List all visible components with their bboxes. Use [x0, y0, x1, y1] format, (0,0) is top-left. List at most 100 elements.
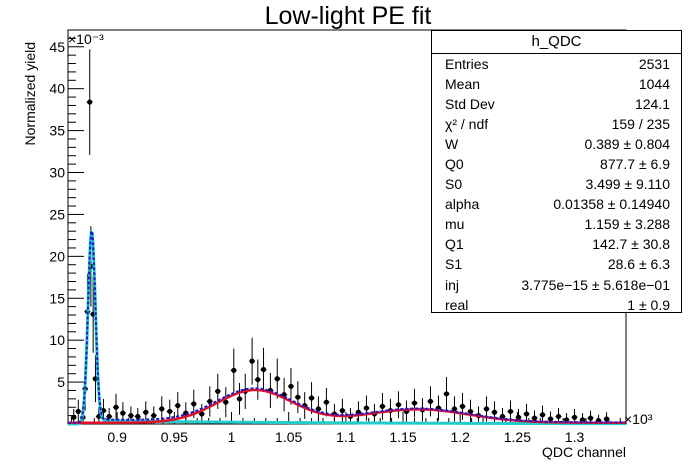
- stats-value: 124.1: [634, 96, 670, 113]
- data-point: [587, 410, 594, 424]
- data-marker: [87, 99, 93, 105]
- stats-label: Mean: [445, 76, 481, 93]
- data-point: [158, 396, 165, 422]
- stats-label: S1: [445, 256, 463, 273]
- data-marker: [255, 376, 261, 383]
- data-marker: [71, 414, 77, 420]
- data-point: [363, 395, 370, 421]
- stats-value: 3.775e−15 ± 5.618e−01: [521, 276, 670, 293]
- data-marker: [143, 409, 149, 415]
- data-marker: [427, 398, 434, 404]
- data-point: [70, 408, 77, 424]
- stats-label: Std Dev: [445, 96, 495, 113]
- x-tick-label: 0.95: [161, 429, 188, 445]
- y-tick-label: 15: [49, 290, 65, 306]
- data-marker: [547, 416, 554, 422]
- data-marker: [175, 402, 181, 409]
- data-marker: [363, 405, 370, 411]
- stats-value: 1044: [638, 76, 670, 93]
- stats-value: 0.389 ± 0.804: [584, 136, 670, 153]
- stats-value: 28.6 ± 6.3: [607, 256, 670, 273]
- stats-row: Entries 2531: [432, 54, 681, 74]
- data-point: [230, 348, 237, 393]
- data-point: [411, 388, 418, 418]
- stats-value: 877.7 ± 6.9: [600, 156, 670, 173]
- stats-box: h_QDC Entries 2531 Mean 1044 Std Dev 124.1 χ² …: [431, 30, 682, 313]
- data-marker: [135, 413, 141, 420]
- data-point: [287, 367, 294, 405]
- data-point: [294, 381, 301, 414]
- data-marker: [308, 395, 315, 401]
- y-tick-label: 5: [57, 374, 65, 390]
- data-point: [491, 401, 498, 424]
- stats-row: S1 28.6 ± 6.3: [432, 254, 681, 274]
- y-axis-title: Normalized yield: [22, 42, 38, 145]
- stats-value: 3.499 ± 9.110: [585, 176, 671, 193]
- data-marker: [120, 410, 126, 416]
- data-marker: [199, 411, 205, 417]
- data-point: [499, 408, 506, 424]
- data-point: [222, 387, 229, 418]
- data-point: [403, 400, 410, 423]
- x-tick-label: 1.1: [336, 429, 356, 445]
- data-marker: [491, 409, 498, 415]
- data-marker: [523, 411, 530, 417]
- data-marker: [295, 394, 301, 400]
- chart-title: Low-light PE fit: [264, 2, 432, 30]
- x-tick-label: 0.9: [107, 429, 127, 445]
- data-marker: [379, 403, 386, 409]
- data-marker: [191, 401, 197, 407]
- stats-row: inj 3.775e−15 ± 5.618e−01: [432, 275, 681, 295]
- stats-label: S0: [445, 176, 463, 193]
- data-marker: [467, 408, 474, 415]
- stats-label: Q1: [445, 236, 464, 253]
- stats-row: Q0 877.7 ± 6.9: [432, 154, 681, 174]
- stats-label: inj: [445, 276, 460, 293]
- data-point: [150, 406, 157, 424]
- y-tick-label: 40: [49, 81, 65, 97]
- stats-label: real: [445, 296, 469, 313]
- y-tick-label: 25: [49, 206, 65, 222]
- data-point: [274, 358, 281, 399]
- y-tick-label: 45: [49, 39, 65, 55]
- data-marker: [223, 399, 229, 405]
- y-axis: 5 10 15 20 25 30 35 40 45: [49, 37, 84, 417]
- data-marker: [603, 416, 610, 422]
- data-point: [75, 399, 82, 424]
- data-marker: [288, 383, 294, 389]
- y-tick-label: 35: [49, 123, 65, 139]
- data-marker: [395, 402, 402, 408]
- stats-label: alpha: [445, 196, 480, 213]
- stats-value: 142.7 ± 30.8: [592, 236, 670, 253]
- data-marker: [579, 417, 586, 423]
- data-marker: [483, 406, 490, 412]
- data-marker: [443, 391, 450, 397]
- stats-value: 1.159 ± 3.288: [584, 216, 670, 233]
- data-marker: [207, 398, 213, 404]
- y-multiplier-label: ×10⁻³: [68, 31, 104, 47]
- data-point: [113, 393, 120, 421]
- data-marker: [323, 399, 330, 405]
- data-point: [379, 392, 386, 420]
- x-tick-label: 1.05: [275, 429, 302, 445]
- stats-row: real 1 ± 0.9: [432, 295, 681, 315]
- data-marker: [159, 406, 165, 412]
- data-marker: [411, 400, 418, 406]
- stats-value: 159 / 235: [611, 116, 670, 133]
- stats-row: alpha 0.01358 ± 0.14940: [432, 194, 681, 214]
- y-tick-label: 10: [49, 332, 65, 348]
- data-point: [443, 377, 450, 411]
- data-marker: [151, 413, 157, 419]
- data-marker: [515, 414, 522, 420]
- data-point: [86, 49, 93, 155]
- stats-value: 1 ± 0.9: [627, 296, 670, 313]
- data-marker: [539, 412, 546, 418]
- x-tick-label: 1.15: [389, 429, 416, 445]
- stats-rows: Entries 2531 Mean 1044 Std Dev 124.1 χ² / ndf 1…: [432, 54, 681, 315]
- stats-row: mu 1.159 ± 3.288: [432, 214, 681, 234]
- data-marker: [459, 403, 466, 409]
- data-point: [260, 347, 267, 392]
- total-fit-curve: [68, 229, 626, 424]
- fit-curves-layer: [68, 229, 626, 426]
